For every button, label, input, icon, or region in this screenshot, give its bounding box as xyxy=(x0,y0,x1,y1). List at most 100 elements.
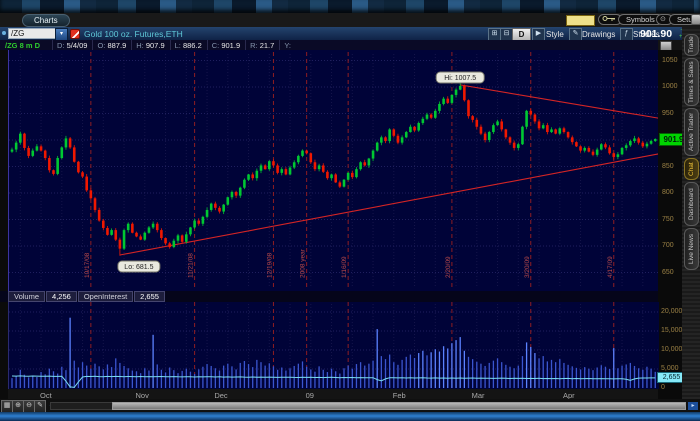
ohlc-field: L: 886.2 xyxy=(169,40,207,50)
desktop-wallpaper-top xyxy=(0,0,700,13)
ohlc-field-label: C: xyxy=(211,41,222,50)
volume-axis-label: 0 xyxy=(661,384,665,391)
open-interest-label: OpenInterest xyxy=(77,291,134,302)
zoom-out-icon: ⊖ xyxy=(26,402,32,409)
price-axis-label: 850 xyxy=(662,162,674,170)
chart-scrollbar-thumb[interactable] xyxy=(112,402,686,410)
svg-text:2/20/09: 2/20/09 xyxy=(445,256,452,278)
volume-header: Volume 4,256 OpenInterest 2,655 xyxy=(0,291,658,302)
sidebar-tab-live-news[interactable]: Live News xyxy=(684,228,699,270)
last-price-display: 901.90 xyxy=(640,28,673,40)
style-menu[interactable]: Style xyxy=(546,30,564,39)
ohlc-field-value: 887.9 xyxy=(107,41,127,50)
ohlc-field-value: 886.2 xyxy=(182,41,202,50)
ohlc-field-label: L: xyxy=(174,41,183,50)
studies-icon-button[interactable]: ƒ xyxy=(620,28,633,41)
sidebar-tab-trade[interactable]: Trade xyxy=(684,34,699,56)
sidebar-tab-chat[interactable]: Chat xyxy=(684,158,699,180)
print-icon[interactable] xyxy=(691,14,700,25)
volume-value: 4,256 xyxy=(46,291,77,302)
tab-charts[interactable]: Charts xyxy=(22,14,70,27)
ohlc-field-label: O: xyxy=(97,41,108,50)
instrument-icon xyxy=(70,29,80,39)
time-axis-month-label: 09 xyxy=(305,391,314,400)
ohlc-field: H: 907.9 xyxy=(131,40,169,50)
volume-label: Volume xyxy=(8,291,46,302)
function-icon: ƒ xyxy=(624,30,629,37)
svg-text:1/16/09: 1/16/09 xyxy=(341,256,348,278)
time-axis-month-label: Apr xyxy=(562,391,575,400)
volume-chart-svg xyxy=(9,302,659,388)
window-titlebar: Charts Symbols ⊙ Setup xyxy=(0,13,700,28)
ohlc-field-value: 21.7 xyxy=(259,41,275,50)
setup-button[interactable]: Setup xyxy=(669,14,700,25)
desktop-wallpaper-bottom xyxy=(0,412,700,421)
svg-text:Hi: 1007.5: Hi: 1007.5 xyxy=(444,75,476,82)
price-axis-label: 1050 xyxy=(662,56,678,64)
key-icon xyxy=(602,16,615,21)
volume-axis-label: 5,000 xyxy=(661,365,679,372)
studies-menu[interactable]: Studies xyxy=(633,30,660,39)
sidebar-tab-times-sales[interactable]: Times & Sales xyxy=(684,58,699,106)
ohlc-field: Y: xyxy=(279,40,296,50)
svg-text:10/17/08: 10/17/08 xyxy=(84,252,91,278)
left-gutter xyxy=(0,50,8,399)
pencil-icon: ✎ xyxy=(37,402,43,409)
ohlc-field: R: 21.7 xyxy=(245,40,279,50)
volume-axis-label: 10,000 xyxy=(661,346,683,353)
ohlc-field-value: 901.9 xyxy=(221,41,241,50)
grid-icon: ▦ xyxy=(3,402,11,409)
ohlc-field-label: D: xyxy=(57,41,67,50)
status-dot-icon xyxy=(2,31,6,35)
svg-text:2008 year: 2008 year xyxy=(300,248,307,278)
volume-axis-label: 15,000 xyxy=(661,327,683,334)
price-axis-label: 750 xyxy=(662,215,674,223)
open-interest-value: 2,655 xyxy=(134,291,165,302)
ohlc-field-value: 907.9 xyxy=(145,41,165,50)
price-axis-label: 700 xyxy=(662,242,674,249)
candles xyxy=(10,83,657,256)
symbol-dropdown-button[interactable]: ▾ xyxy=(55,28,68,41)
time-axis-month-label: Nov xyxy=(135,391,149,400)
drawings-menu[interactable]: Drawings xyxy=(582,30,616,39)
price-axis-label: 650 xyxy=(662,268,674,276)
ohlc-field-label: R: xyxy=(250,41,260,50)
ohlc-field: O: 887.9 xyxy=(92,40,131,50)
svg-text:4/17/09: 4/17/09 xyxy=(607,256,614,278)
scroll-right-arrow[interactable]: ▸ xyxy=(688,402,698,410)
sidebar-tab-dashboard[interactable]: Dashboard xyxy=(684,182,699,226)
volume-axis-label: 20,000 xyxy=(661,308,683,315)
price-chart[interactable]: 10/17/08 11/21/08 12/19/08 2008 year 1/16/09… xyxy=(8,50,660,291)
price-chart-svg: 10/17/08 11/21/08 12/19/08 2008 year 1/16/09… xyxy=(9,52,660,289)
price-axis-label: 800 xyxy=(662,189,674,196)
svg-text:Lo: 681.5: Lo: 681.5 xyxy=(124,264,153,271)
ohlc-field-value: 5/4/09 xyxy=(66,41,88,50)
ohlc-field: D: 5/4/09 xyxy=(52,40,92,50)
gadget-sidebar: Trade Times & Sales Active Trader Chat Dashb… xyxy=(682,27,700,399)
svg-text:11/21/08: 11/21/08 xyxy=(188,253,195,278)
right-axis-column xyxy=(658,50,684,399)
chevron-down-icon: ▾ xyxy=(59,31,63,37)
pencil-icon: ✎ xyxy=(572,30,579,37)
symbol-description: Gold 100 oz. Futures,ETH xyxy=(84,29,183,39)
svg-text:12/19/08: 12/19/08 xyxy=(266,252,273,278)
series-label: /ZG 8 m D xyxy=(5,41,41,50)
ohlc-fields: D: 5/4/09 O: 887.9 H: 907.9 L: 886.2 C: 901.… xyxy=(52,40,296,50)
time-axis-month-label: Mar xyxy=(471,391,485,400)
grid-window-icon: ⊞ xyxy=(491,30,498,37)
zoom-in-icon: ⊕ xyxy=(15,402,21,409)
volume-chart[interactable] xyxy=(8,302,659,389)
split-window-icon: ⊟ xyxy=(503,30,510,37)
bottom-toolbar: ▦ ⊕ ⊖ ✎ ◂ ▸ xyxy=(0,399,700,413)
price-axis-label: 1000 xyxy=(662,83,678,90)
svg-text:3/20/09: 3/20/09 xyxy=(524,256,531,278)
symbol-input[interactable] xyxy=(8,28,56,39)
ohlc-field-label: H: xyxy=(136,41,146,50)
ohlc-field-label: Y: xyxy=(284,41,292,50)
dot-icon: ⊙ xyxy=(660,16,666,23)
symbol-toolbar: ▾ Gold 100 oz. Futures,ETH ⊞ ⊟ D ▶ Style… xyxy=(0,27,700,41)
time-axis-month-label: Feb xyxy=(392,391,406,400)
sidebar-tab-active-trader[interactable]: Active Trader xyxy=(684,108,699,156)
color-swatch-button[interactable] xyxy=(566,15,595,26)
